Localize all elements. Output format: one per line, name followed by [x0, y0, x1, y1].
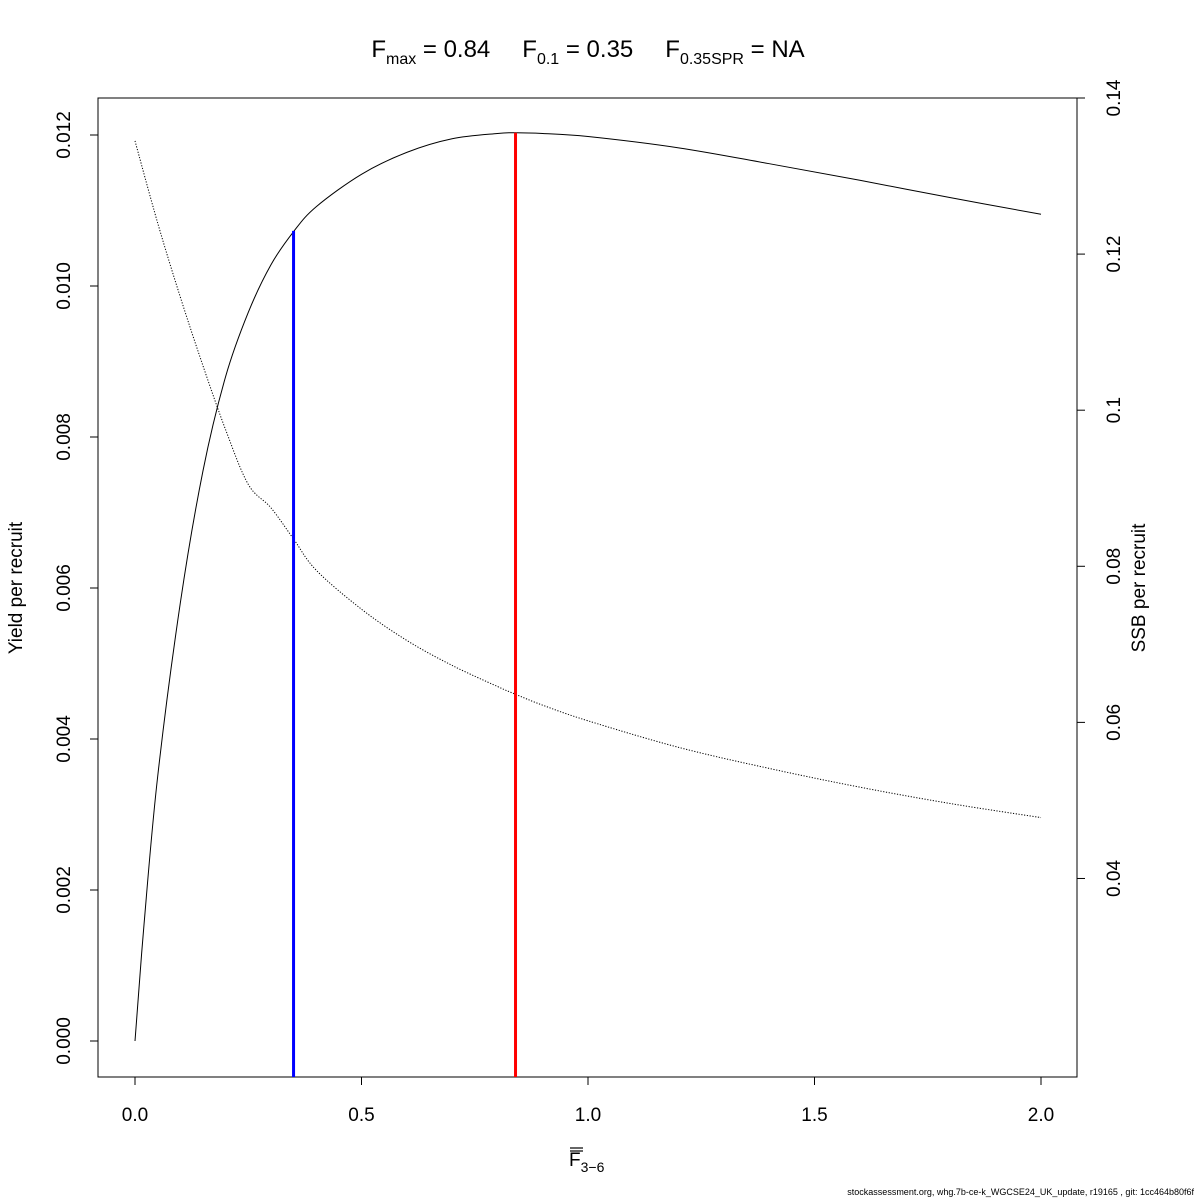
- x-tick-label: 0.0: [122, 1105, 148, 1126]
- y-right-tick-label: 0.14: [1104, 79, 1125, 116]
- y-right-tick-label: 0.04: [1104, 860, 1125, 897]
- fmax-value: = 0.84: [416, 36, 490, 63]
- y-axis-right-label: SSB per recruit: [1129, 523, 1150, 653]
- y-left-tick-label: 0.012: [54, 111, 75, 159]
- f01-subscript: 0.1: [537, 51, 559, 68]
- x-axis: 0.0 0.5 1.0 1.5 2.0: [122, 1077, 1054, 1126]
- footer-source: stockassessment.org, whg.7b-ce-k_WGCSE24…: [847, 1187, 1194, 1197]
- x-tick-label: 1.5: [801, 1105, 827, 1126]
- x-tick-label: 2.0: [1028, 1105, 1054, 1126]
- yield-per-recruit-line: [134, 132, 1042, 1042]
- y-left-tick-label: 0.004: [54, 715, 75, 763]
- y-right-tick-label: 0.06: [1104, 704, 1125, 741]
- y-right-tick-label: 0.12: [1104, 236, 1125, 273]
- y-axis-right: 0.04 0.06 0.08 0.1 0.12 0.14: [1077, 79, 1125, 897]
- y-left-tick-label: 0.008: [54, 413, 75, 461]
- y-axis-left-label: Yield per recruit: [6, 521, 27, 654]
- fmax-subscript: max: [386, 51, 416, 68]
- plot-frame: [97, 97, 1078, 1078]
- y-left-tick-label: 0.006: [54, 564, 75, 612]
- series-layer: [134, 132, 1042, 1042]
- y-right-tick-label: 0.08: [1104, 548, 1125, 585]
- f01-value: = 0.35: [559, 36, 633, 63]
- x-axis-label: F3−6: [569, 1147, 605, 1175]
- y-right-tick-label: 0.1: [1104, 397, 1125, 423]
- fspr-subscript: 0.35SPR: [680, 51, 744, 68]
- f01-label: F: [522, 36, 537, 63]
- x-tick-label: 1.0: [575, 1105, 601, 1126]
- x-tick-label: 0.5: [348, 1105, 374, 1126]
- y-left-tick-label: 0.000: [54, 1017, 75, 1065]
- x-axis-label-main: F: [569, 1150, 581, 1171]
- y-left-tick-label: 0.002: [54, 866, 75, 914]
- fmax-label: F: [371, 36, 386, 63]
- y-left-tick-label: 0.010: [54, 262, 75, 310]
- ssb-per-recruit-line: [134, 140, 1042, 819]
- reference-lines: [292, 132, 518, 1077]
- x-axis-label-text: F3−6: [569, 1150, 605, 1175]
- chart-title: Fmax = 0.84 F0.1 = 0.35 F0.35SPR = NA: [371, 36, 804, 68]
- fspr-value: = NA: [744, 36, 805, 63]
- fspr-label: F: [665, 36, 680, 63]
- y-axis-left: 0.000 0.002 0.004 0.006 0.008 0.010 0.012: [54, 111, 98, 1065]
- x-axis-label-subscript: 3−6: [581, 1159, 605, 1175]
